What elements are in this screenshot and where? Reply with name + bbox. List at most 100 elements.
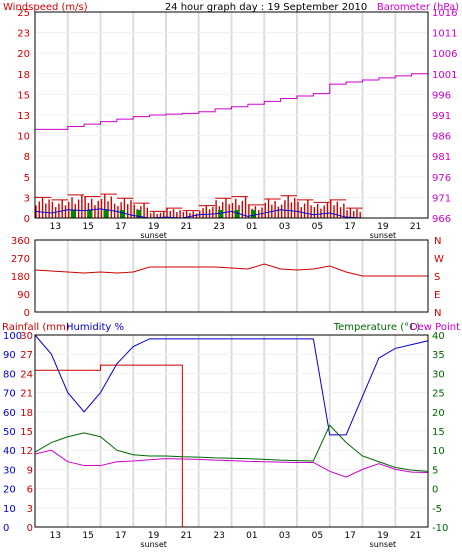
temperature-tick-label: -10 — [432, 523, 448, 534]
direction-compass-tick-label: N — [434, 236, 441, 247]
barometer-tick-label: 966 — [432, 214, 451, 225]
windspeed-tick-label: 3 — [24, 193, 30, 204]
humidity-tick-label: 10 — [3, 504, 16, 515]
rainfall-axis-label: Rainfall (mm) — [2, 322, 70, 333]
humidity-axis-label: Humidity % — [66, 322, 124, 333]
rainfall-tick-label: 0 — [27, 523, 33, 534]
direction-degree-tick-label: 90 — [17, 290, 30, 301]
direction-degree-tick-label: 0 — [24, 308, 30, 319]
barometer-tick-label: 1011 — [432, 29, 457, 40]
x-tick-label: 17 — [115, 222, 126, 232]
wind-green-marker — [119, 210, 125, 218]
barometer-tick-label: 991 — [432, 111, 451, 122]
windspeed-tick-label: 18 — [17, 70, 30, 81]
barometer-tick-label: 986 — [432, 132, 451, 143]
dewpoint-axis-label: Dew Point — [410, 322, 460, 333]
x-tick-label: 21 — [410, 222, 421, 232]
rainfall-tick-label: 6 — [27, 485, 33, 496]
x-tick-label: 21 — [181, 531, 192, 541]
direction-degree-tick-label: 270 — [11, 254, 30, 265]
rainfall-tick-label: 15 — [20, 427, 33, 438]
direction-degree-tick-label: 180 — [11, 272, 30, 283]
wind-green-marker — [87, 210, 93, 218]
wind-green-marker — [250, 210, 256, 218]
humidity-tick-label: 70 — [3, 389, 16, 400]
humidity-tick-label: 30 — [3, 465, 16, 476]
panel-wind-frame — [34, 11, 429, 219]
barometer-tick-label: 971 — [432, 193, 451, 204]
barometer-tick-label: 981 — [432, 152, 451, 163]
rainfall-tick-label: 30 — [20, 331, 33, 342]
humidity-tick-label: 60 — [3, 408, 16, 419]
humidity-series-line — [34, 334, 429, 436]
humidity-tick-label: 90 — [3, 350, 16, 361]
sunset-label: sunset — [140, 231, 167, 240]
barometer-series-line — [35, 71, 429, 130]
x-tick-label: 15 — [82, 222, 93, 232]
humidity-tick-label: 50 — [3, 427, 16, 438]
x-tick-label: 05 — [312, 222, 323, 232]
x-tick-label: 19 — [148, 222, 160, 232]
barometer-tick-label: 976 — [432, 173, 451, 184]
windspeed-axis-label: Windspeed (m/s) — [3, 2, 88, 13]
panel-wind-x-tick-labels: 13 15 17 19 21 23 01 03 05 17 19 21 sunset sunset — [50, 222, 422, 240]
panel-rain-x-tick-labels: 13 15 17 19 21 23 01 03 05 17 19 21 sunset sunset — [50, 531, 422, 549]
panel-wind-baro: Windspeed (m/s) 24 hour graph day : 19 S… — [3, 2, 459, 240]
x-tick-label: 19 — [377, 222, 389, 232]
windspeed-tick-label: 23 — [17, 29, 30, 40]
x-tick-label: 17 — [344, 222, 355, 232]
x-tick-label: 01 — [246, 222, 257, 232]
rainfall-tick-label: 21 — [20, 389, 33, 400]
x-tick-label: 19 — [148, 531, 160, 541]
panel-direction-grid — [66, 240, 397, 312]
wind-direction-series-line — [34, 263, 428, 277]
sunset-label: sunset — [370, 540, 397, 549]
humidity-tick-label: 0 — [3, 523, 9, 534]
windspeed-tick-label: 13 — [17, 111, 30, 122]
temperature-tick-label: 30 — [432, 369, 445, 380]
rainfall-tick-label: 24 — [20, 369, 33, 380]
wind-green-marker — [70, 210, 76, 218]
direction-degree-tick-label: 360 — [11, 236, 30, 247]
x-tick-label: 03 — [279, 222, 290, 232]
x-tick-label: 19 — [377, 531, 389, 541]
windspeed-tick-label: 15 — [17, 90, 30, 101]
humidity-tick-label: 20 — [3, 485, 16, 496]
barometer-tick-label: 1016 — [432, 8, 457, 19]
windspeed-tick-label: 25 — [17, 8, 30, 19]
temperature-tick-label: 10 — [432, 446, 445, 457]
rainfall-tick-label: 9 — [27, 465, 33, 476]
temperature-axis-label: Temperature (°C) — [333, 322, 420, 333]
temperature-tick-label: 40 — [432, 331, 445, 342]
panel-rain-frame — [34, 334, 429, 528]
temperature-tick-label: 25 — [432, 389, 445, 400]
windspeed-tick-label: 20 — [17, 49, 30, 60]
x-tick-label: 17 — [115, 531, 126, 541]
barometer-tick-label: 996 — [432, 90, 451, 101]
x-tick-label: 17 — [344, 531, 355, 541]
windspeed-tick-label: 8 — [24, 152, 30, 163]
windspeed-tick-label: 5 — [24, 173, 30, 184]
windspeed-tick-labels: 25 23 20 18 15 13 10 8 5 3 0 — [17, 8, 30, 225]
x-tick-label: 03 — [279, 531, 290, 541]
temperature-tick-label: 5 — [432, 465, 438, 476]
panel-rain-humidity-temp: Rainfall (mm) Humidity % Temperature (°C… — [2, 322, 460, 549]
x-tick-label: 13 — [50, 531, 61, 541]
humidity-tick-label: 40 — [3, 446, 16, 457]
windspeed-tick-label: 10 — [17, 132, 30, 143]
panel-rain-grid — [35, 335, 428, 527]
direction-compass-tick-label: E — [434, 290, 440, 301]
direction-compass-tick-label: S — [434, 272, 440, 283]
barometer-tick-label: 1006 — [432, 49, 457, 60]
wind-green-marker — [103, 210, 109, 218]
temperature-tick-label: 35 — [432, 350, 445, 361]
humidity-tick-label: 100 — [3, 331, 22, 342]
barometer-tick-label: 1001 — [432, 70, 457, 81]
rainfall-tick-label: 18 — [20, 408, 33, 419]
temperature-tick-label: 0 — [432, 485, 438, 496]
wind-green-marker — [234, 210, 240, 218]
temperature-tick-label: 20 — [432, 408, 445, 419]
rainfall-tick-label: 27 — [20, 350, 33, 361]
